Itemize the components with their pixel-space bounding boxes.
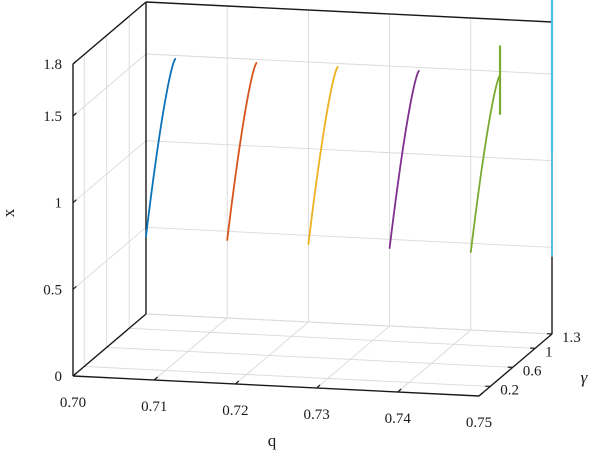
z-axis-title: x [0, 208, 18, 217]
tick-label-x: 1.5 [43, 109, 62, 125]
series-line-4 [388, 70, 420, 249]
grid-line-back-x [145, 53, 553, 75]
tick-label-x: 0 [55, 369, 63, 385]
grid-line-floor-gamma [84, 366, 491, 387]
grid-line-floor-q [397, 329, 472, 393]
tick-label-gamma: 1.3 [562, 330, 581, 346]
box-edge-top-left [72, 1, 147, 65]
tick-label-gamma: 0.2 [500, 382, 519, 398]
grid-line-side-x [72, 226, 147, 290]
grid-line-back-x [145, 226, 553, 248]
box-edge-gamma-right [478, 333, 553, 397]
tick-mark-x [72, 199, 77, 204]
tick-mark-x [72, 285, 77, 290]
tick-label-q: 0.71 [141, 399, 167, 415]
tick-mark-x [72, 372, 77, 377]
grid-line-floor-q [316, 325, 390, 389]
box-edge-top-back [145, 1, 553, 23]
tick-mark-q [478, 392, 483, 397]
series-line-1 [145, 58, 177, 237]
box-edge-q-front [72, 375, 480, 397]
tick-label-x: 1.8 [43, 57, 62, 73]
tick-label-gamma: 0.6 [523, 363, 542, 379]
tick-label-q: 0.70 [60, 395, 86, 411]
grid-line-floor-q [153, 317, 228, 381]
tick-mark-x [72, 112, 77, 117]
grid-line-back-x [145, 140, 553, 162]
tick-label-q: 0.75 [466, 415, 492, 431]
tick-label-x: 0.5 [43, 282, 62, 298]
y-axis-title: γ [581, 368, 589, 387]
tick-label-q: 0.72 [222, 403, 248, 419]
tick-mark-q [316, 384, 321, 389]
grid-line-floor-q [235, 321, 309, 385]
tick-label-x: 1 [55, 196, 63, 212]
grid-line-back-x [145, 313, 553, 335]
grid-line-side-x [72, 140, 147, 204]
series-line-2 [226, 62, 258, 241]
grid-layer [72, 1, 553, 397]
grid-line-floor-gamma [129, 327, 536, 349]
series-line-3 [307, 66, 339, 245]
tick-mark-x [72, 60, 77, 65]
tick-label-q: 0.73 [303, 407, 329, 423]
tick-mark-q [153, 376, 158, 381]
x-axis-title: q [268, 431, 277, 450]
tick-label-gamma: 1 [545, 344, 553, 360]
box-edge-gamma-left [72, 313, 147, 377]
series-layer [145, 0, 554, 257]
series-line-5 [469, 74, 501, 253]
tick-layer: 0.70 0.71 0.72 0.73 0.74 0.750.20.611.300.511… [43, 57, 581, 431]
grid-line-side-x [72, 53, 147, 117]
tick-mark-q [397, 388, 402, 393]
tick-label-q: 0.74 [385, 411, 412, 427]
tick-mark-q [235, 380, 240, 385]
grid-line-floor-gamma [106, 346, 513, 368]
